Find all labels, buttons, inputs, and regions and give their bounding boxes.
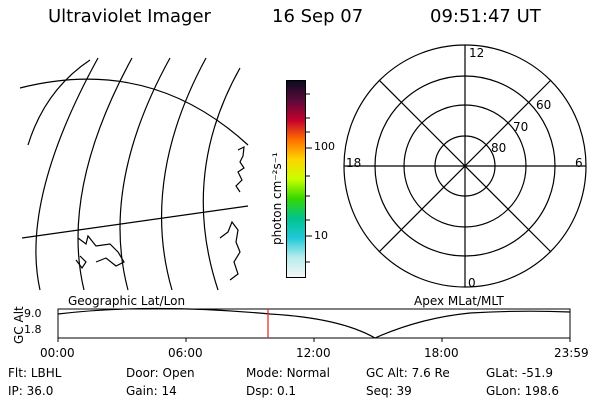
geographic-panel-label: Geographic Lat/Lon [68,294,186,308]
status-ip: IP: 36.0 [8,384,54,398]
status-seq: Seq: 39 [366,384,412,398]
status-mode: Mode: Normal [246,366,330,380]
status-door: Door: Open [126,366,195,380]
mlt-label-18: 18 [346,156,362,170]
time-tick-1800: 18:00 [424,346,459,360]
mlt-label-6: 6 [575,156,583,170]
lat-label-70: 70 [513,120,529,134]
time-tick-0600: 06:00 [168,346,203,360]
mlt-label-12: 12 [469,46,485,60]
altitude-tick-low: 1.8 [24,323,42,336]
status-gain: Gain: 14 [126,384,177,398]
status-dsp: Dsp: 0.1 [246,384,297,398]
app-title: Ultraviolet Imager [48,6,211,27]
colorbar-tick-100: 100 [314,140,335,153]
status-glat: GLat: -51.9 [486,366,553,380]
color-scale-bar [286,80,306,278]
status-filter: Flt: LBHL [8,366,62,380]
apex-panel-label: Apex MLat/MLT [414,294,504,308]
status-gc-alt: GC Alt: 7.6 Re [366,366,450,380]
altitude-tick-high: 9.0 [24,307,42,320]
lat-label-80: 80 [491,141,507,155]
date-label: 16 Sep 07 [272,6,364,27]
time-tick-2359: 23:59 [554,346,589,360]
status-glon: GLon: 198.6 [486,384,559,398]
colorbar-tick-10: 10 [314,229,328,242]
time-tick-0000: 00:00 [40,346,75,360]
time-tick-1200: 12:00 [296,346,331,360]
lat-label-60: 60 [536,98,552,112]
time-label: 09:51:47 UT [430,6,541,27]
mlt-label-0: 0 [468,276,476,290]
